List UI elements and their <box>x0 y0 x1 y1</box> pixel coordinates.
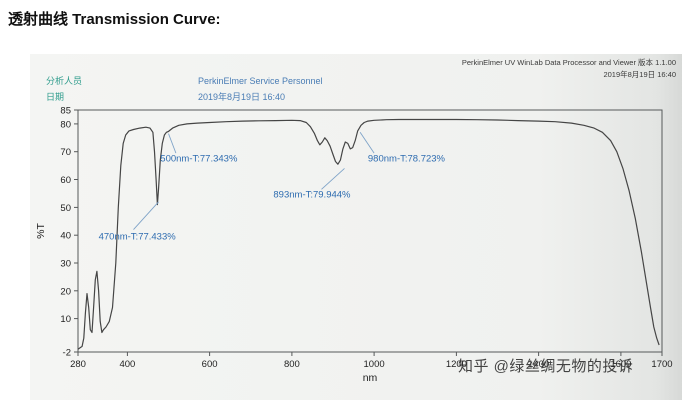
app-info-text: PerkinElmer UV WinLab Data Processor and… <box>461 58 676 67</box>
y-tick-label: 85 <box>60 106 71 117</box>
operator-name: PerkinElmer Service Personnel <box>198 76 323 86</box>
operator-block: PerkinElmer Service Personnel 2019年8月19日… <box>198 74 323 106</box>
y-tick-label: 10 <box>60 314 71 325</box>
y-tick-label: 60 <box>60 175 71 186</box>
date-label: 日期 <box>46 91 65 102</box>
x-tick-label: 280 <box>70 359 86 370</box>
page-title: 透射曲线 Transmission Curve: <box>8 11 221 28</box>
transmission-curve <box>77 118 660 350</box>
x-tick-label: 1200 <box>446 359 467 370</box>
transmission-chart: -2 10 20 30 40 50 60 70 80 85 280 400 600 800 1000 1200… <box>35 106 673 385</box>
analyst-label: 分析人员 <box>46 76 83 86</box>
annotation-leader-line <box>168 133 177 154</box>
y-tick-label: 30 <box>60 259 71 270</box>
y-tick-label: 80 <box>60 119 71 130</box>
annotation-leader-line <box>321 168 345 190</box>
x-tick-label: 600 <box>202 359 218 370</box>
x-tick-label: 400 <box>119 359 135 370</box>
y-axis-label: %T <box>35 223 47 239</box>
watermark: 知乎 @绿丝绸无物的投诉 <box>458 358 634 375</box>
y-tick-label: 50 <box>60 203 71 214</box>
x-tick-label: 800 <box>284 359 300 370</box>
chart-panel: PerkinElmer UV WinLab Data Processor and… <box>30 54 682 400</box>
operator-datetime: 2019年8月19日 16:40 <box>198 91 286 102</box>
y-tick-label: 70 <box>60 147 71 158</box>
app-meta: PerkinElmer UV WinLab Data Processor and… <box>462 57 676 80</box>
x-tick-label: 1600 <box>610 359 631 370</box>
plot-frame <box>77 109 663 353</box>
x-axis-label: nm <box>363 372 378 384</box>
y-tick-label: 20 <box>60 286 71 297</box>
y-tick-label: -2 <box>63 348 71 359</box>
x-tick-label: 1700 <box>651 359 672 370</box>
x-tick-label: 1400 <box>528 359 549 370</box>
annotation-label: 470nm-T:77.433% <box>99 231 177 242</box>
annotation-label: 893nm-T:79.944% <box>273 190 351 201</box>
annotation-leader-line <box>359 132 375 154</box>
y-tick-label: 40 <box>60 231 71 242</box>
x-tick-label: 1000 <box>364 359 385 370</box>
analyst-labels: 分析人员 日期 <box>46 74 82 106</box>
annotation-leader-line <box>133 201 159 230</box>
app-datetime-text: 2019年8月19日 16:40 <box>603 69 676 79</box>
annotation-label: 500nm-T:77.343% <box>160 154 238 165</box>
annotation-label: 980nm-T:78.723% <box>368 154 446 165</box>
